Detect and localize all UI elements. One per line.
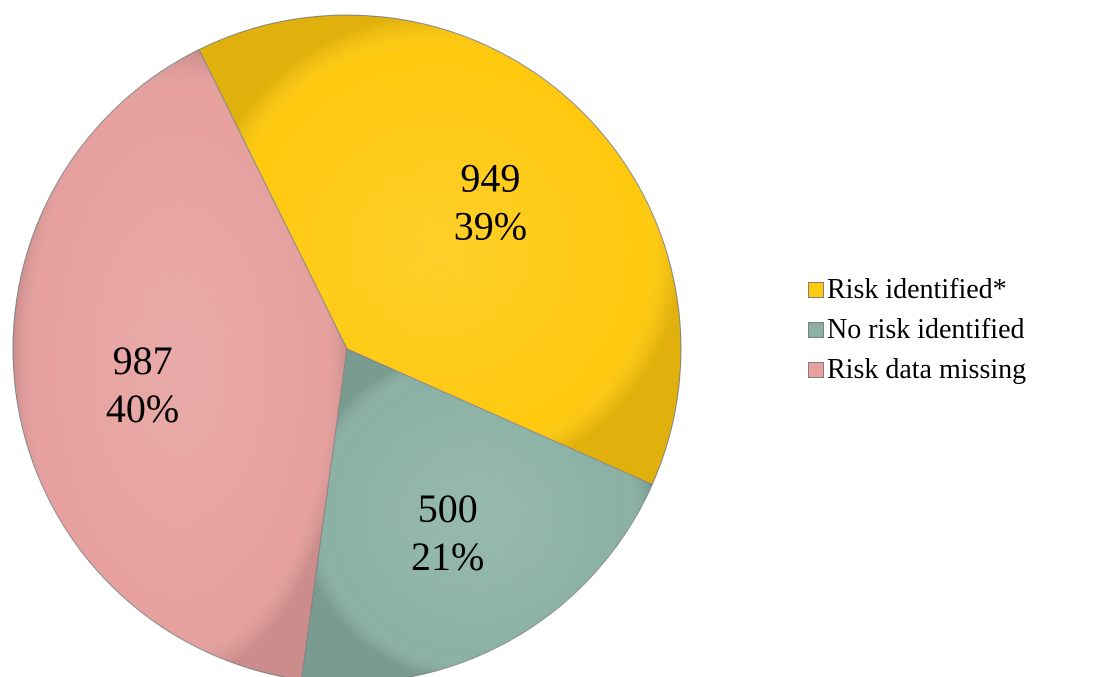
pie-slices	[12, 14, 682, 677]
legend-label-risk-data-missing: Risk data missing	[827, 354, 1027, 385]
legend-item-no-risk-identified: No risk identified	[808, 310, 1108, 350]
legend-label-risk-identified: Risk identified*	[827, 274, 1007, 305]
legend-swatch-risk-identified	[808, 282, 824, 298]
data-label-value-risk-data-missing: 987	[113, 338, 173, 383]
pie-slice-shading-risk-data-missing	[13, 49, 347, 677]
data-label-value-risk-identified: 949	[460, 156, 520, 201]
data-label-value-no-risk-identified: 500	[418, 486, 478, 531]
legend-label-no-risk-identified: No risk identified	[827, 314, 1025, 345]
data-label-percent-no-risk-identified: 21%	[411, 534, 484, 579]
legend-item-risk-data-missing: Risk data missing	[808, 350, 1108, 390]
data-label-percent-risk-data-missing: 40%	[106, 386, 179, 431]
legend-swatch-no-risk-identified	[808, 322, 824, 338]
pie-slice-shading-risk-identified	[199, 14, 681, 485]
legend-item-risk-identified: Risk identified*	[808, 270, 1108, 310]
data-label-percent-risk-identified: 39%	[454, 204, 527, 249]
legend-swatch-risk-data-missing	[808, 362, 824, 378]
legend: Risk identified* No risk identified Risk…	[808, 270, 1108, 390]
pie-slice-shading-no-risk-identified	[301, 349, 653, 677]
